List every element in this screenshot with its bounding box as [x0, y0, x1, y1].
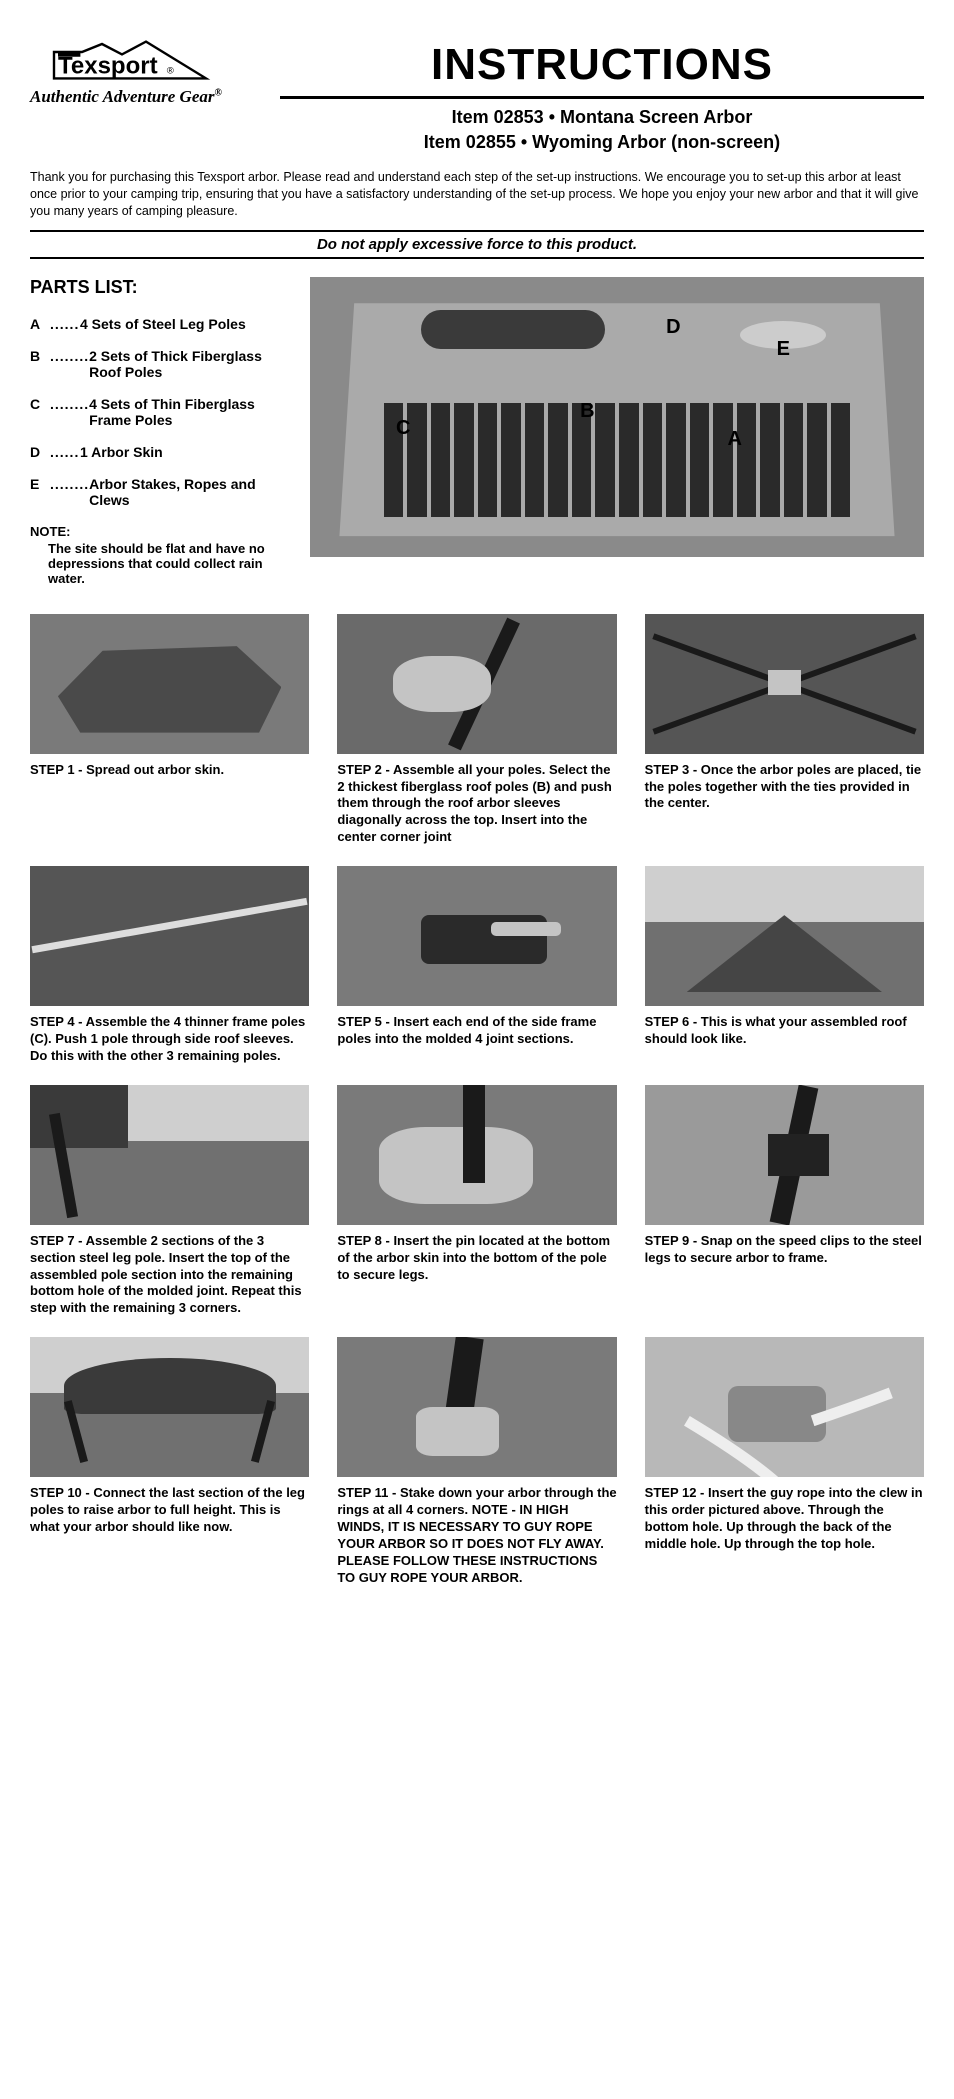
step-3: STEP 3 - Once the arbor poles are placed…: [645, 614, 924, 846]
step-2-photo: [337, 614, 616, 754]
parts-photo: C B A D E: [310, 277, 924, 557]
overlay-a: A: [728, 428, 742, 451]
step-7: STEP 7 - Assemble 2 sections of the 3 se…: [30, 1085, 309, 1317]
tagline: Authentic Adventure Gear®: [30, 87, 260, 107]
parts-list: PARTS LIST: A ...... 4 Sets of Steel Leg…: [30, 277, 290, 586]
item-line-2: Item 02855 • Wyoming Arbor (non-screen): [280, 132, 924, 153]
step-11: STEP 11 - Stake down your arbor through …: [337, 1337, 616, 1586]
step-5: STEP 5 - Insert each end of the side fra…: [337, 866, 616, 1065]
part-item-c: C ........ 4 Sets of Thin Fiberglass Fra…: [30, 396, 290, 428]
step-11-photo: [337, 1337, 616, 1477]
step-12-photo: [645, 1337, 924, 1477]
step-5-caption: STEP 5 - Insert each end of the side fra…: [337, 1014, 616, 1048]
part-item-b: B ........ 2 Sets of Thick Fiberglass Ro…: [30, 348, 290, 380]
logo-column: Texsport ® Authentic Adventure Gear®: [30, 40, 260, 107]
step-3-photo: [645, 614, 924, 754]
step-12-caption: STEP 12 - Insert the guy rope into the c…: [645, 1485, 924, 1553]
header: Texsport ® Authentic Adventure Gear® INS…: [30, 40, 924, 157]
overlay-d: D: [666, 316, 680, 339]
step-7-caption: STEP 7 - Assemble 2 sections of the 3 se…: [30, 1233, 309, 1317]
step-4: STEP 4 - Assemble the 4 thinner frame po…: [30, 866, 309, 1065]
step-8: STEP 8 - Insert the pin located at the b…: [337, 1085, 616, 1317]
step-4-photo: [30, 866, 309, 1006]
parts-title: PARTS LIST:: [30, 277, 290, 298]
steps-grid: STEP 1 - Spread out arbor skin. STEP 2 -…: [30, 614, 924, 1587]
part-item-e: E ........ Arbor Stakes, Ropes and Clews: [30, 476, 290, 508]
step-6-caption: STEP 6 - This is what your assembled roo…: [645, 1014, 924, 1048]
item-line-1: Item 02853 • Montana Screen Arbor: [280, 107, 924, 128]
note-text: The site should be flat and have no depr…: [30, 541, 290, 586]
step-12: STEP 12 - Insert the guy rope into the c…: [645, 1337, 924, 1586]
step-9: STEP 9 - Snap on the speed clips to the …: [645, 1085, 924, 1317]
step-5-photo: [337, 866, 616, 1006]
warning-bar: Do not apply excessive force to this pro…: [30, 230, 924, 259]
step-8-caption: STEP 8 - Insert the pin located at the b…: [337, 1233, 616, 1284]
parts-section: PARTS LIST: A ...... 4 Sets of Steel Leg…: [30, 277, 924, 586]
overlay-c: C: [396, 417, 410, 440]
step-1-caption: STEP 1 - Spread out arbor skin.: [30, 762, 309, 779]
step-2-caption: STEP 2 - Assemble all your poles. Select…: [337, 762, 616, 846]
title-column: INSTRUCTIONS Item 02853 • Montana Screen…: [280, 40, 924, 157]
step-6: STEP 6 - This is what your assembled roo…: [645, 866, 924, 1065]
step-7-photo: [30, 1085, 309, 1225]
overlay-e: E: [777, 338, 790, 361]
step-9-photo: [645, 1085, 924, 1225]
logo-graphic: Texsport ®: [30, 40, 230, 80]
step-8-photo: [337, 1085, 616, 1225]
intro-text: Thank you for purchasing this Texsport a…: [30, 169, 924, 220]
step-2: STEP 2 - Assemble all your poles. Select…: [337, 614, 616, 846]
step-1-photo: [30, 614, 309, 754]
note-label: NOTE:: [30, 524, 290, 539]
step-3-caption: STEP 3 - Once the arbor poles are placed…: [645, 762, 924, 813]
step-10: STEP 10 - Connect the last section of th…: [30, 1337, 309, 1586]
part-item-a: A ...... 4 Sets of Steel Leg Poles: [30, 316, 290, 332]
overlay-b: B: [580, 400, 594, 423]
step-10-photo: [30, 1337, 309, 1477]
step-6-photo: [645, 866, 924, 1006]
step-9-caption: STEP 9 - Snap on the speed clips to the …: [645, 1233, 924, 1267]
part-item-d: D ...... 1 Arbor Skin: [30, 444, 290, 460]
step-10-caption: STEP 10 - Connect the last section of th…: [30, 1485, 309, 1536]
step-4-caption: STEP 4 - Assemble the 4 thinner frame po…: [30, 1014, 309, 1065]
main-title: INSTRUCTIONS: [280, 40, 924, 99]
step-11-caption: STEP 11 - Stake down your arbor through …: [337, 1485, 616, 1586]
svg-text:®: ®: [167, 66, 174, 77]
step-1: STEP 1 - Spread out arbor skin.: [30, 614, 309, 846]
